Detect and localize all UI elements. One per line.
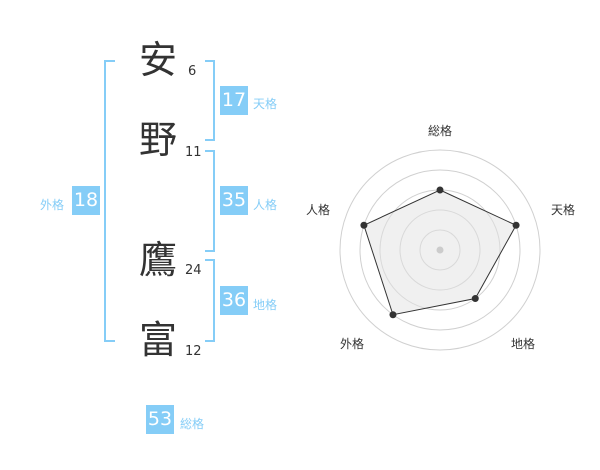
gaikaku-label: 外格 bbox=[40, 198, 65, 212]
radar-point bbox=[512, 221, 520, 229]
radar-point bbox=[436, 186, 444, 194]
tenkaku-bracket bbox=[205, 60, 215, 141]
jinkaku-label: 人格 bbox=[253, 198, 278, 212]
radar-point bbox=[471, 295, 479, 303]
radar-axis-label: 外格 bbox=[340, 337, 365, 351]
radar-axis-label: 人格 bbox=[306, 203, 331, 217]
soukaku-label: 総格 bbox=[180, 417, 205, 431]
radar-point bbox=[389, 311, 397, 319]
jinkaku-bracket bbox=[205, 150, 215, 252]
radar-ring bbox=[359, 169, 521, 331]
chikaku-label: 地格 bbox=[253, 298, 278, 312]
radar-axis-label: 地格 bbox=[511, 337, 536, 351]
gaikaku-bracket bbox=[104, 60, 115, 342]
name-char: 富 bbox=[138, 318, 177, 362]
name-char: 野 bbox=[138, 118, 177, 162]
radar-center bbox=[436, 246, 444, 254]
radar-ring bbox=[339, 149, 541, 351]
name-char: 安 bbox=[138, 38, 177, 82]
radar-point bbox=[360, 221, 368, 229]
chikaku-bracket bbox=[205, 259, 215, 342]
radar-axis-label: 天格 bbox=[551, 203, 576, 217]
stroke-count: 24 bbox=[185, 263, 202, 278]
stroke-count: 12 bbox=[185, 344, 202, 359]
gaikaku-value: 18 bbox=[72, 186, 100, 215]
radar-axis-label: 総格 bbox=[428, 124, 453, 138]
name-char: 鷹 bbox=[138, 238, 177, 282]
jinkaku-value: 35 bbox=[220, 186, 248, 215]
stroke-count: 11 bbox=[185, 145, 202, 160]
tenkaku-label: 天格 bbox=[253, 97, 278, 111]
stroke-count: 6 bbox=[188, 64, 197, 79]
soukaku-value: 53 bbox=[146, 405, 174, 434]
tenkaku-value: 17 bbox=[220, 86, 248, 115]
chikaku-value: 36 bbox=[220, 286, 248, 315]
